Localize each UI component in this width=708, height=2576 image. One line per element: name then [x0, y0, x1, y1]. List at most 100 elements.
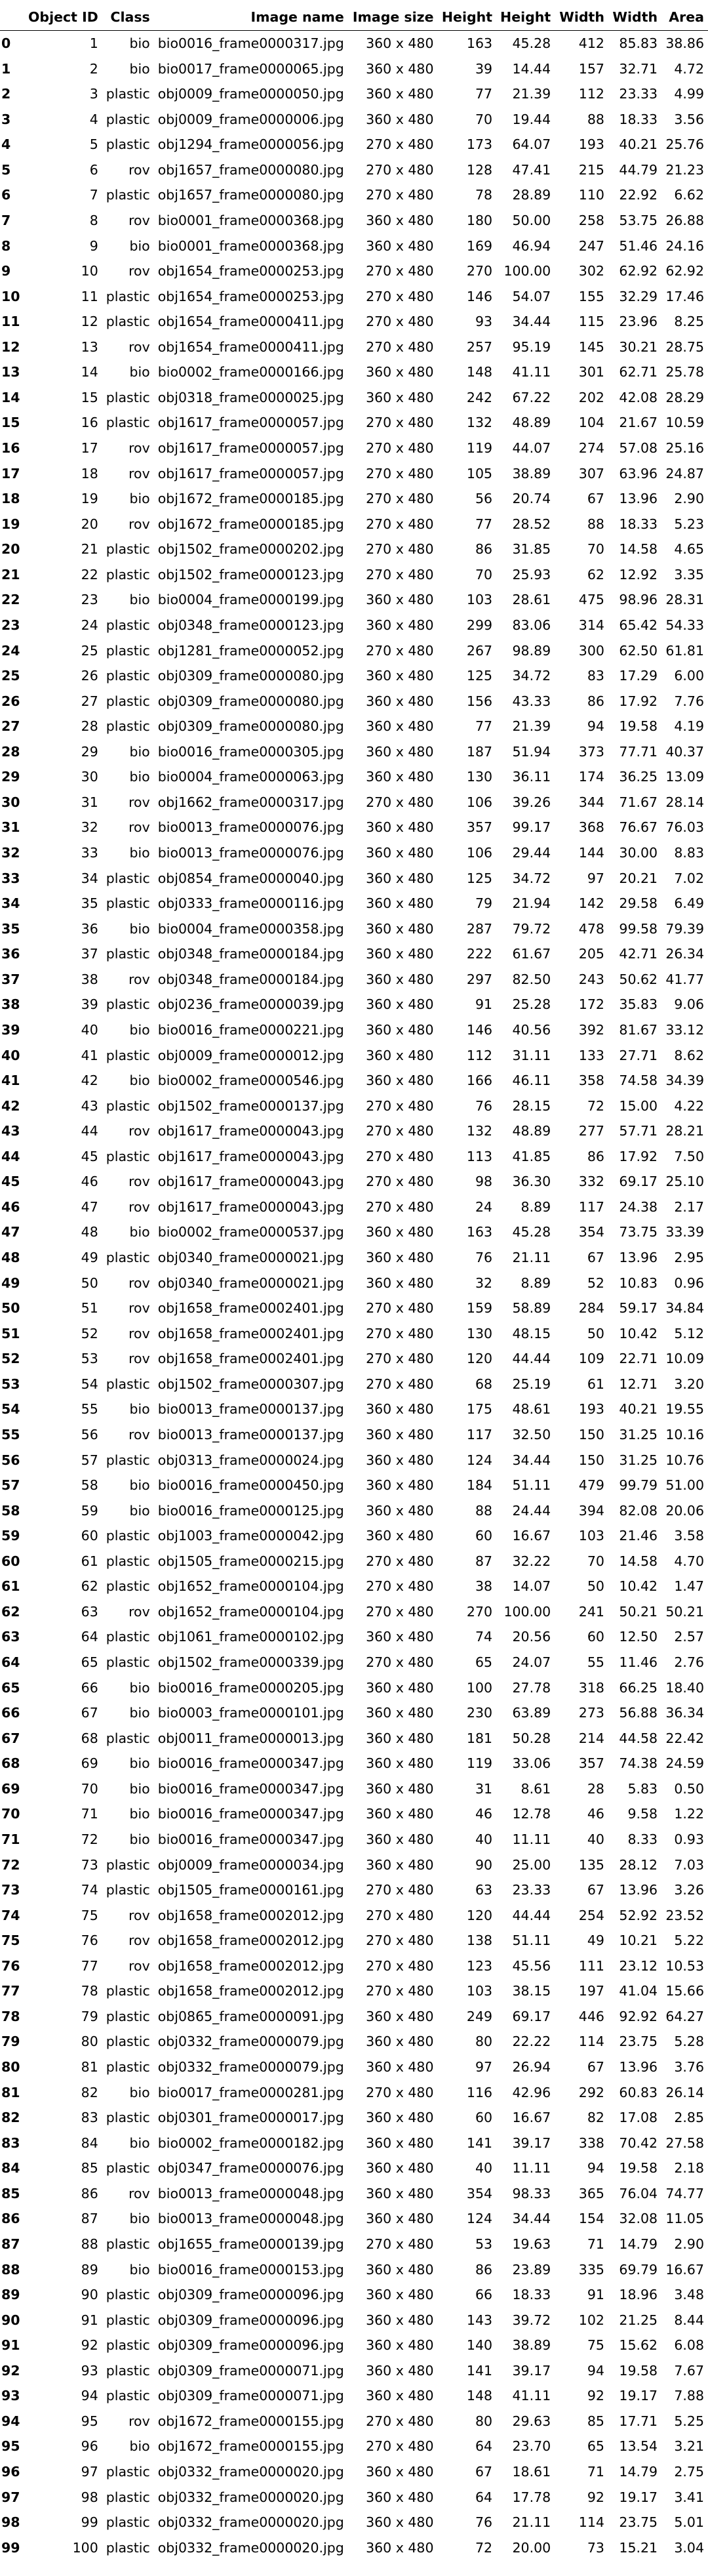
- row-index: 28: [1, 743, 20, 760]
- row-index: 65: [1, 1679, 20, 1696]
- table-row: 27 28 plastic obj0309_frame0000080.jpg 360 x…: [0, 714, 708, 739]
- row-index: 57: [1, 1477, 20, 1494]
- cell-width-px: 86: [587, 693, 604, 709]
- cell-image-name: obj1294_frame0000056.jpg: [157, 136, 344, 153]
- row-index: 51: [1, 1325, 20, 1341]
- cell-image-name: bio0004_frame0000199.jpg: [157, 592, 344, 608]
- table-row: 59 60 plastic obj1003_frame0000042.jpg 360 x…: [0, 1523, 708, 1549]
- row-index: 0: [1, 35, 11, 52]
- cell-width-px: 91: [587, 2287, 604, 2303]
- cell-height-px: 105: [466, 465, 493, 481]
- cell-object-id: 22: [81, 566, 98, 583]
- row-index: 14: [1, 389, 20, 405]
- cell-image-name: obj1617_frame0000057.jpg: [157, 415, 344, 431]
- cell-image-name: obj0332_frame0000079.jpg: [157, 2034, 344, 2050]
- row-index: 32: [1, 845, 20, 861]
- cell-height-px: 106: [466, 845, 493, 861]
- table-row: 53 54 plastic obj1502_frame0000307.jpg 270 x…: [0, 1372, 708, 1397]
- cell-class: plastic: [106, 1553, 150, 1569]
- row-index: 35: [1, 920, 20, 937]
- cell-width-px: 318: [578, 1679, 604, 1696]
- cell-image-name: bio0013_frame0000137.jpg: [157, 1426, 344, 1442]
- cell-image-size: 270 x 480: [366, 161, 434, 178]
- cell-area: 28.31: [665, 592, 704, 608]
- cell-width-px: 133: [578, 1047, 604, 1063]
- row-index: 29: [1, 769, 20, 785]
- cell-height-pct: 19.63: [512, 2236, 551, 2252]
- cell-height-pct: 51.11: [512, 1477, 551, 1494]
- cell-width-pct: 62.50: [619, 642, 658, 659]
- row-index: 98: [1, 2514, 20, 2531]
- cell-height-pct: 29.44: [512, 845, 551, 861]
- table-row: 62 63 rov obj1652_frame0000104.jpg 270 x 480…: [0, 1599, 708, 1625]
- table-row: 93 94 plastic obj0309_frame0000071.jpg 360 x…: [0, 2383, 708, 2409]
- cell-area: 26.88: [665, 212, 704, 228]
- cell-object-id: 40: [81, 1021, 98, 1038]
- cell-width-pct: 15.00: [619, 1097, 658, 1114]
- cell-height-pct: 44.44: [512, 1907, 551, 1923]
- cell-object-id: 38: [81, 971, 98, 987]
- cell-height-px: 64: [475, 2438, 493, 2455]
- cell-object-id: 80: [81, 2034, 98, 2050]
- cell-image-size: 360 x 480: [366, 2539, 434, 2556]
- cell-width-px: 28: [587, 1780, 604, 1797]
- cell-height-pct: 21.11: [512, 1250, 551, 1266]
- cell-width-px: 144: [578, 845, 604, 861]
- row-index: 66: [1, 1705, 20, 1721]
- row-index: 78: [1, 2008, 20, 2024]
- cell-height-pct: 20.56: [512, 1629, 551, 1645]
- cell-object-id: 33: [81, 845, 98, 861]
- cell-image-size: 360 x 480: [366, 2110, 434, 2126]
- cell-height-pct: 45.28: [512, 1224, 551, 1240]
- cell-height-px: 116: [466, 2084, 493, 2100]
- cell-area: 2.18: [674, 2160, 704, 2177]
- cell-height-pct: 8.89: [521, 1198, 551, 1215]
- cell-image-name: obj1655_frame0000139.jpg: [157, 2236, 344, 2252]
- cell-width-pct: 31.25: [619, 1426, 658, 1442]
- cell-class: rov: [128, 263, 150, 279]
- cell-height-pct: 34.72: [512, 870, 551, 886]
- cell-width-px: 357: [578, 1755, 604, 1772]
- cell-area: 25.16: [665, 440, 704, 457]
- cell-object-id: 87: [81, 2211, 98, 2227]
- cell-image-name: obj1505_frame0000215.jpg: [157, 1553, 344, 1569]
- cell-height-px: 38: [475, 1578, 493, 1595]
- cell-area: 3.58: [674, 1528, 704, 1544]
- cell-height-pct: 20.74: [512, 491, 551, 507]
- cell-image-size: 360 x 480: [366, 2034, 434, 2050]
- cell-height-px: 130: [466, 1325, 493, 1341]
- cell-width-pct: 18.33: [619, 516, 658, 532]
- table-row: 67 68 plastic obj0011_frame0000013.jpg 360 x…: [0, 1726, 708, 1751]
- cell-image-size: 360 x 480: [366, 996, 434, 1013]
- cell-width-pct: 21.25: [619, 2312, 658, 2328]
- cell-height-pct: 38.89: [512, 465, 551, 481]
- cell-height-px: 156: [466, 693, 493, 709]
- cell-class: plastic: [106, 136, 150, 153]
- cell-height-px: 56: [475, 491, 493, 507]
- table-row: 89 90 plastic obj0309_frame0000096.jpg 360 x…: [0, 2282, 708, 2308]
- cell-area: 64.27: [665, 2008, 704, 2024]
- cell-image-size: 270 x 480: [366, 314, 434, 330]
- cell-height-px: 242: [466, 389, 493, 405]
- table-row: 15 16 plastic obj1617_frame0000057.jpg 270 x…: [0, 410, 708, 436]
- cell-width-pct: 81.67: [619, 1021, 658, 1038]
- cell-width-px: 102: [578, 2312, 604, 2328]
- table-row: 92 93 plastic obj0309_frame0000071.jpg 360 x…: [0, 2358, 708, 2384]
- cell-object-id: 48: [81, 1224, 98, 1240]
- cell-width-px: 338: [578, 2135, 604, 2151]
- cell-width-px: 394: [578, 1502, 604, 1519]
- cell-width-px: 104: [578, 415, 604, 431]
- cell-width-pct: 12.71: [619, 1376, 658, 1392]
- cell-height-pct: 18.61: [512, 2464, 551, 2480]
- cell-height-pct: 25.28: [512, 996, 551, 1013]
- cell-width-px: 392: [578, 1021, 604, 1038]
- cell-height-px: 90: [475, 1856, 493, 1873]
- cell-area: 10.59: [665, 415, 704, 431]
- row-index: 54: [1, 1401, 20, 1418]
- cell-object-id: 41: [81, 1047, 98, 1063]
- row-index: 72: [1, 1856, 20, 1873]
- row-index: 61: [1, 1578, 20, 1595]
- cell-height-px: 103: [466, 592, 493, 608]
- cell-height-pct: 69.17: [512, 2008, 551, 2024]
